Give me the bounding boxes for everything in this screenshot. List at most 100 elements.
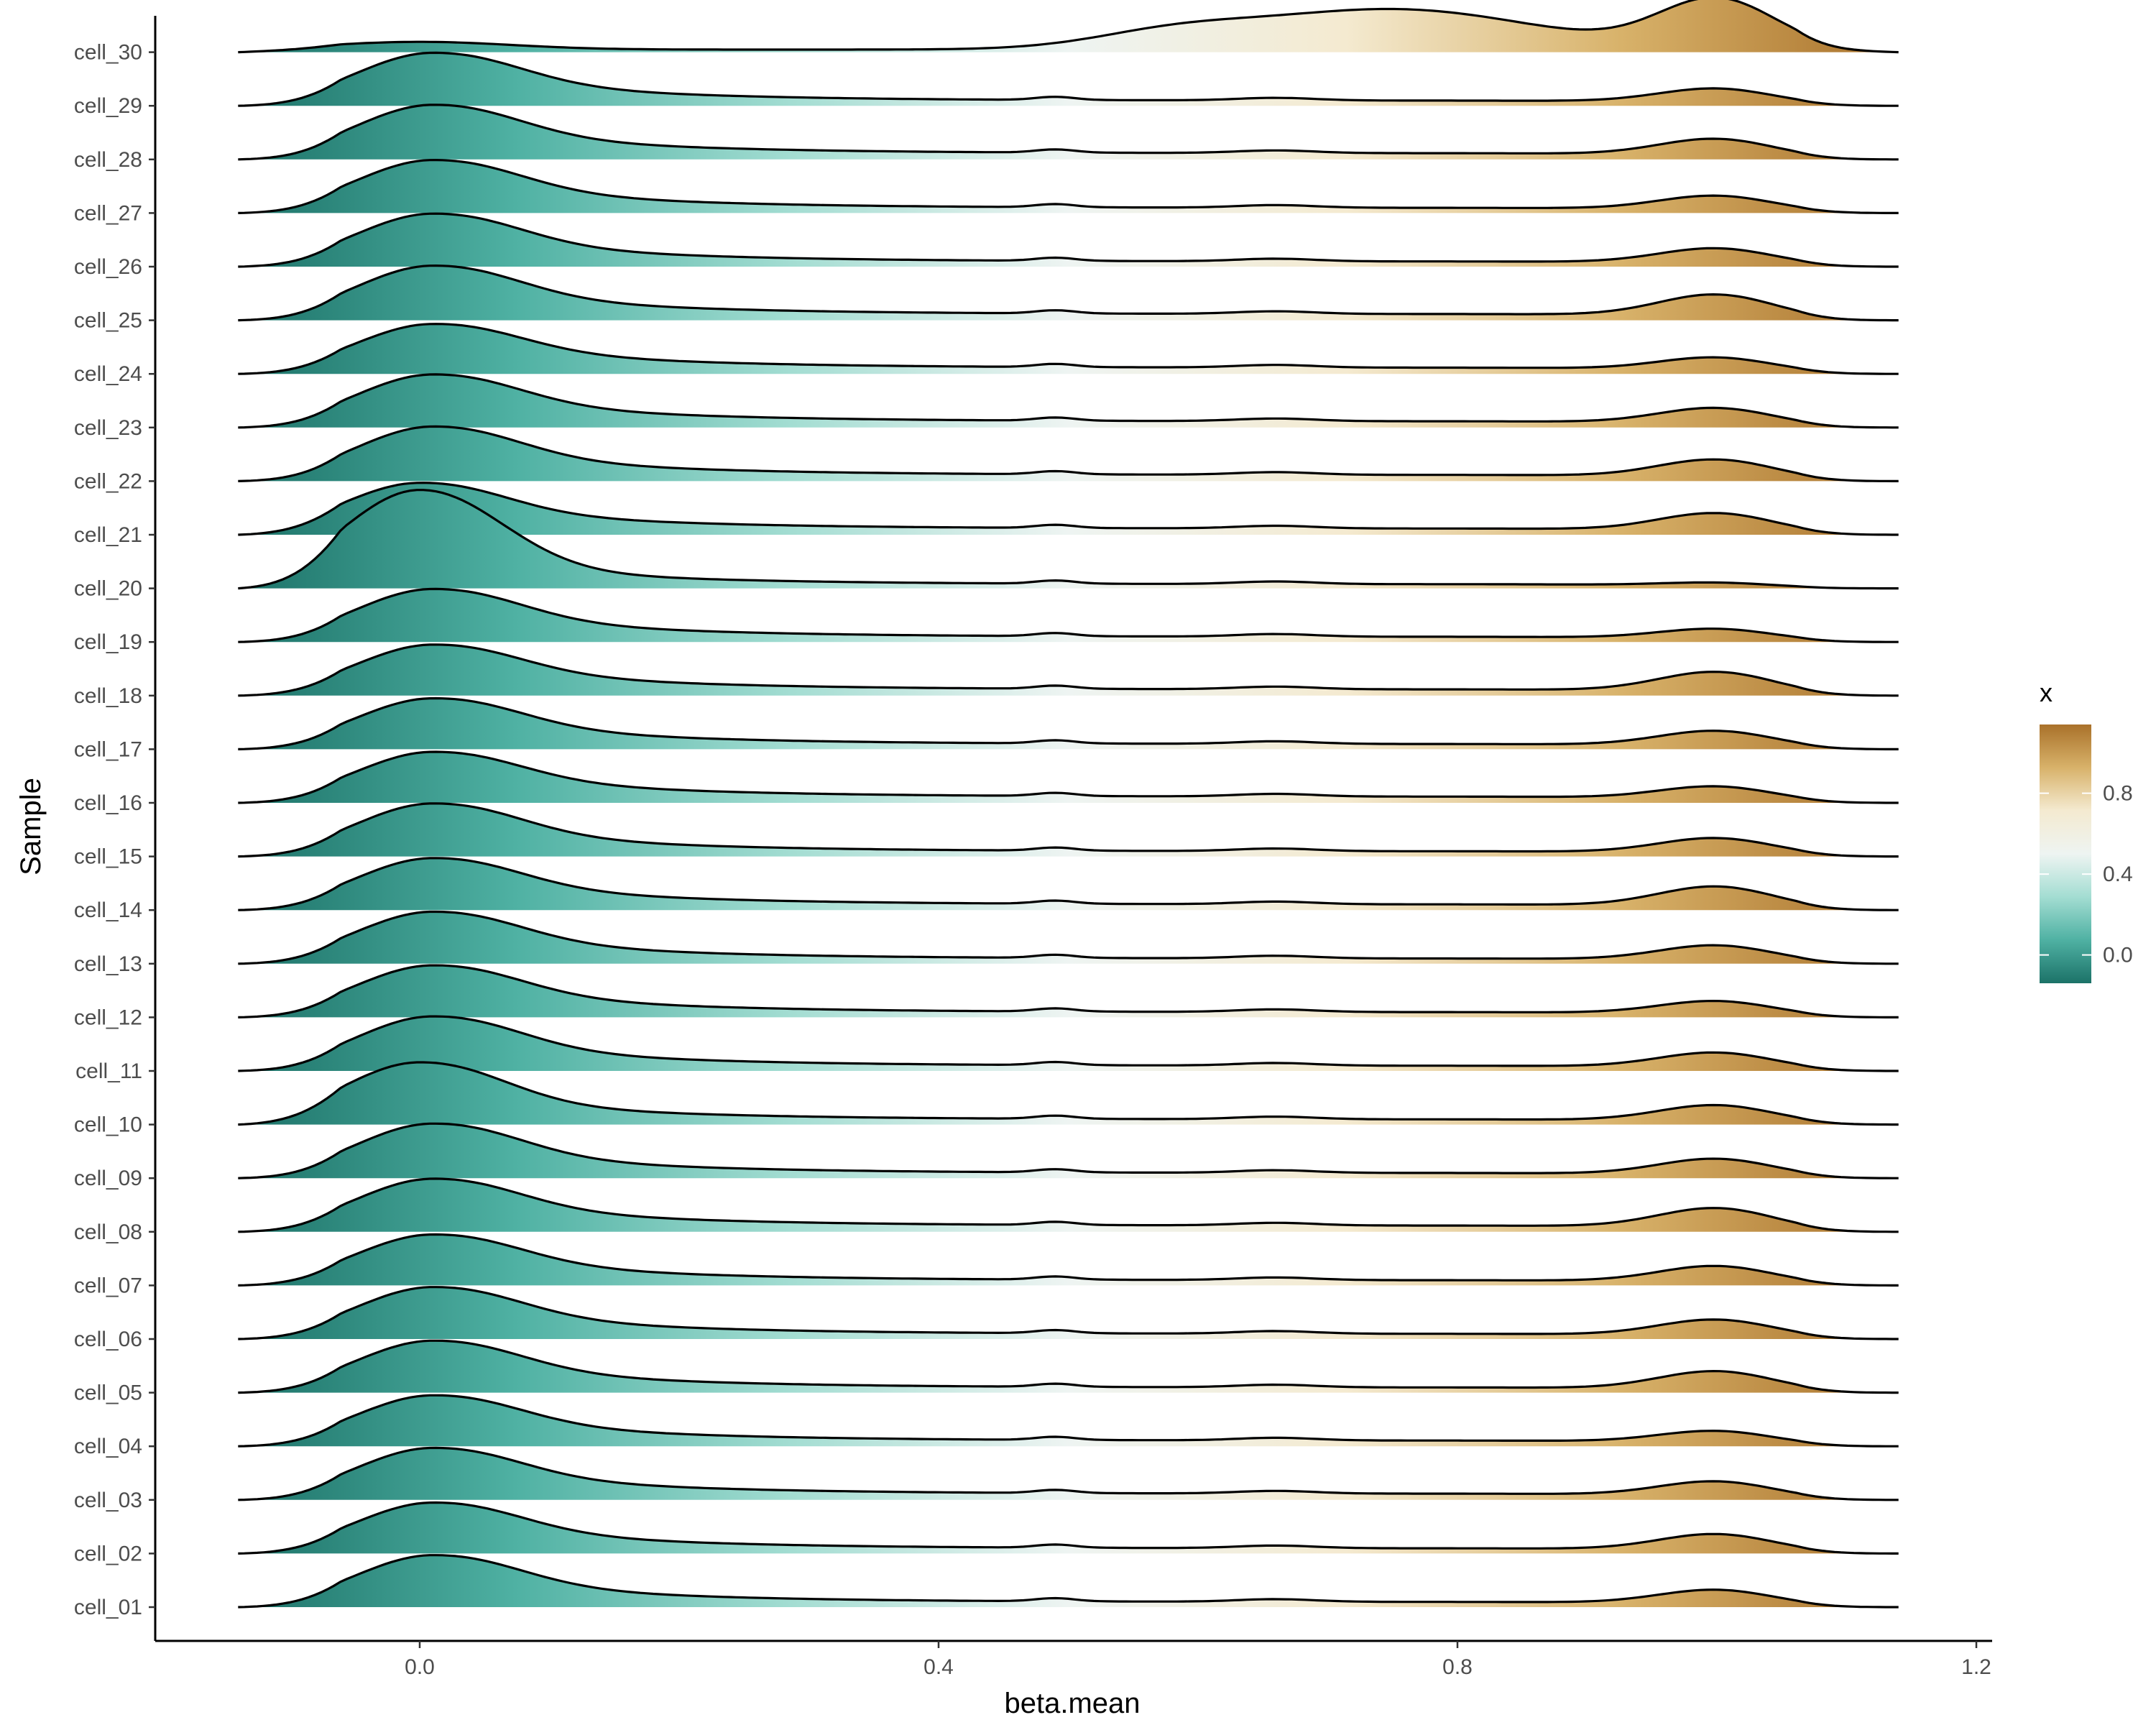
legend-ticks: 0.0 0.4 0.8 [2040, 782, 2133, 967]
ridge-fill [238, 1448, 1899, 1500]
ridge-cell_30 [238, 0, 1899, 54]
axes: 0.0 0.4 0.8 1.2 cell_01cell_02cell_03cell_0… [15, 16, 1992, 1719]
ridge-line [238, 964, 1899, 1018]
y-tick-label: cell_23 [74, 416, 142, 440]
y-tick-label: cell_01 [74, 1596, 142, 1619]
y-tick-label: cell_12 [74, 1006, 142, 1029]
ridge-cell_26 [238, 212, 1899, 268]
y-tick-label: cell_11 [75, 1059, 142, 1083]
ridges [238, 0, 1899, 1609]
y-tick-label: cell_06 [74, 1328, 142, 1351]
ridge-fill [238, 0, 1899, 52]
ridge-line [238, 323, 1899, 375]
y-tick-label: cell_25 [74, 309, 142, 333]
ridge-fill [238, 752, 1899, 803]
y-tick-label: cell_29 [74, 94, 142, 118]
ridge-fill [238, 1395, 1899, 1447]
ridge-cell_17 [238, 696, 1899, 750]
y-tick-label: cell_27 [74, 201, 142, 225]
ridge-line [238, 212, 1899, 268]
ridge-cell_28 [238, 104, 1899, 161]
ridge-cell_06 [238, 1286, 1899, 1340]
ridge-cell_27 [238, 158, 1899, 214]
ridge-line [238, 643, 1899, 697]
ridge-cell_05 [238, 1339, 1899, 1394]
x-tick-label: 0.0 [405, 1655, 435, 1679]
y-tick-label: cell_14 [74, 898, 142, 922]
ridge-line [238, 1394, 1899, 1448]
y-tick-label: cell_18 [74, 684, 142, 708]
y-tick-label: cell_22 [74, 469, 142, 493]
x-tick-label: 1.2 [1961, 1655, 1991, 1679]
ridge-fill [238, 644, 1899, 696]
ridge-fill [238, 323, 1899, 374]
ridge-line [238, 1177, 1899, 1233]
ridge-line [238, 0, 1899, 54]
ridge-line [238, 104, 1899, 161]
ridge-cell_25 [238, 264, 1899, 322]
y-tick-label: cell_26 [74, 255, 142, 279]
y-tick-label: cell_08 [74, 1220, 142, 1244]
ridge-cell_11 [238, 1015, 1899, 1072]
y-tick-label: cell_20 [74, 577, 142, 601]
y-tick-label: cell_24 [74, 362, 142, 386]
ridge-line [238, 857, 1899, 911]
ridge-line [238, 1061, 1899, 1126]
y-tick-label: cell_10 [74, 1113, 142, 1137]
ridge-line [238, 1233, 1899, 1287]
y-tick-label: cell_05 [74, 1381, 142, 1405]
y-tick-label: cell_30 [74, 41, 142, 65]
ridge-fill [238, 1123, 1899, 1179]
ridge-line [238, 587, 1899, 643]
ridge-cell_23 [238, 373, 1899, 429]
legend: x 0.0 0.4 0.8 [2040, 678, 2133, 983]
legend-title: x [2040, 678, 2053, 707]
ridge-line [238, 1286, 1899, 1340]
ridge-line [238, 1554, 1899, 1609]
ridge-fill [238, 1062, 1899, 1125]
ridge-fill [238, 374, 1899, 428]
x-ticks: 0.0 0.4 0.8 1.2 [405, 1641, 1991, 1679]
ridge-fill [238, 1178, 1899, 1232]
ridge-line [238, 373, 1899, 429]
ridge-cell_08 [238, 1177, 1899, 1233]
ridge-cell_02 [238, 1501, 1899, 1555]
ridge-line [238, 158, 1899, 214]
ridge-line [238, 264, 1899, 322]
ridge-line [238, 1339, 1899, 1394]
y-tick-label: cell_07 [74, 1274, 142, 1297]
y-ticks: cell_01 cell_02 cell_03 cell_04 cell_05 cell_… [74, 41, 155, 1619]
ridge-cell_20 [238, 489, 1899, 590]
y-tick-label: cell_28 [74, 148, 142, 172]
ridge-cell_12 [238, 964, 1899, 1018]
legend-tick-label: 0.0 [2103, 944, 2133, 967]
ridge-line [238, 910, 1899, 965]
x-tick-label: 0.4 [923, 1655, 954, 1679]
ridge-cell_07 [238, 1233, 1899, 1287]
ridge-cell_13 [238, 910, 1899, 965]
ridge-cell_24 [238, 323, 1899, 375]
legend-tick-label: 0.8 [2103, 782, 2133, 806]
ridge-cell_09 [238, 1122, 1899, 1179]
ridge-cell_18 [238, 643, 1899, 697]
ridge-line [238, 696, 1899, 750]
y-tick-label: cell_16 [74, 791, 142, 815]
ridge-line [238, 802, 1899, 858]
y-tick-label: cell_03 [74, 1489, 142, 1512]
y-tick-label: cell_09 [74, 1167, 142, 1190]
legend-tick-label: 0.4 [2103, 862, 2133, 886]
legend-colorbar [2040, 724, 2091, 983]
ridge-line [238, 1122, 1899, 1179]
y-tick-label: cell_17 [74, 737, 142, 761]
ridge-cell_04 [238, 1394, 1899, 1448]
y-tick-label: cell_19 [74, 630, 142, 654]
y-axis-title: Sample [15, 778, 47, 875]
y-tick-label: cell_13 [74, 952, 142, 976]
x-tick-label: 0.8 [1442, 1655, 1473, 1679]
ridge-line [238, 482, 1899, 536]
ridge-cell_14 [238, 857, 1899, 911]
ridge-cell_03 [238, 1446, 1899, 1501]
ridge-cell_16 [238, 750, 1899, 804]
ridge-line [238, 425, 1899, 482]
